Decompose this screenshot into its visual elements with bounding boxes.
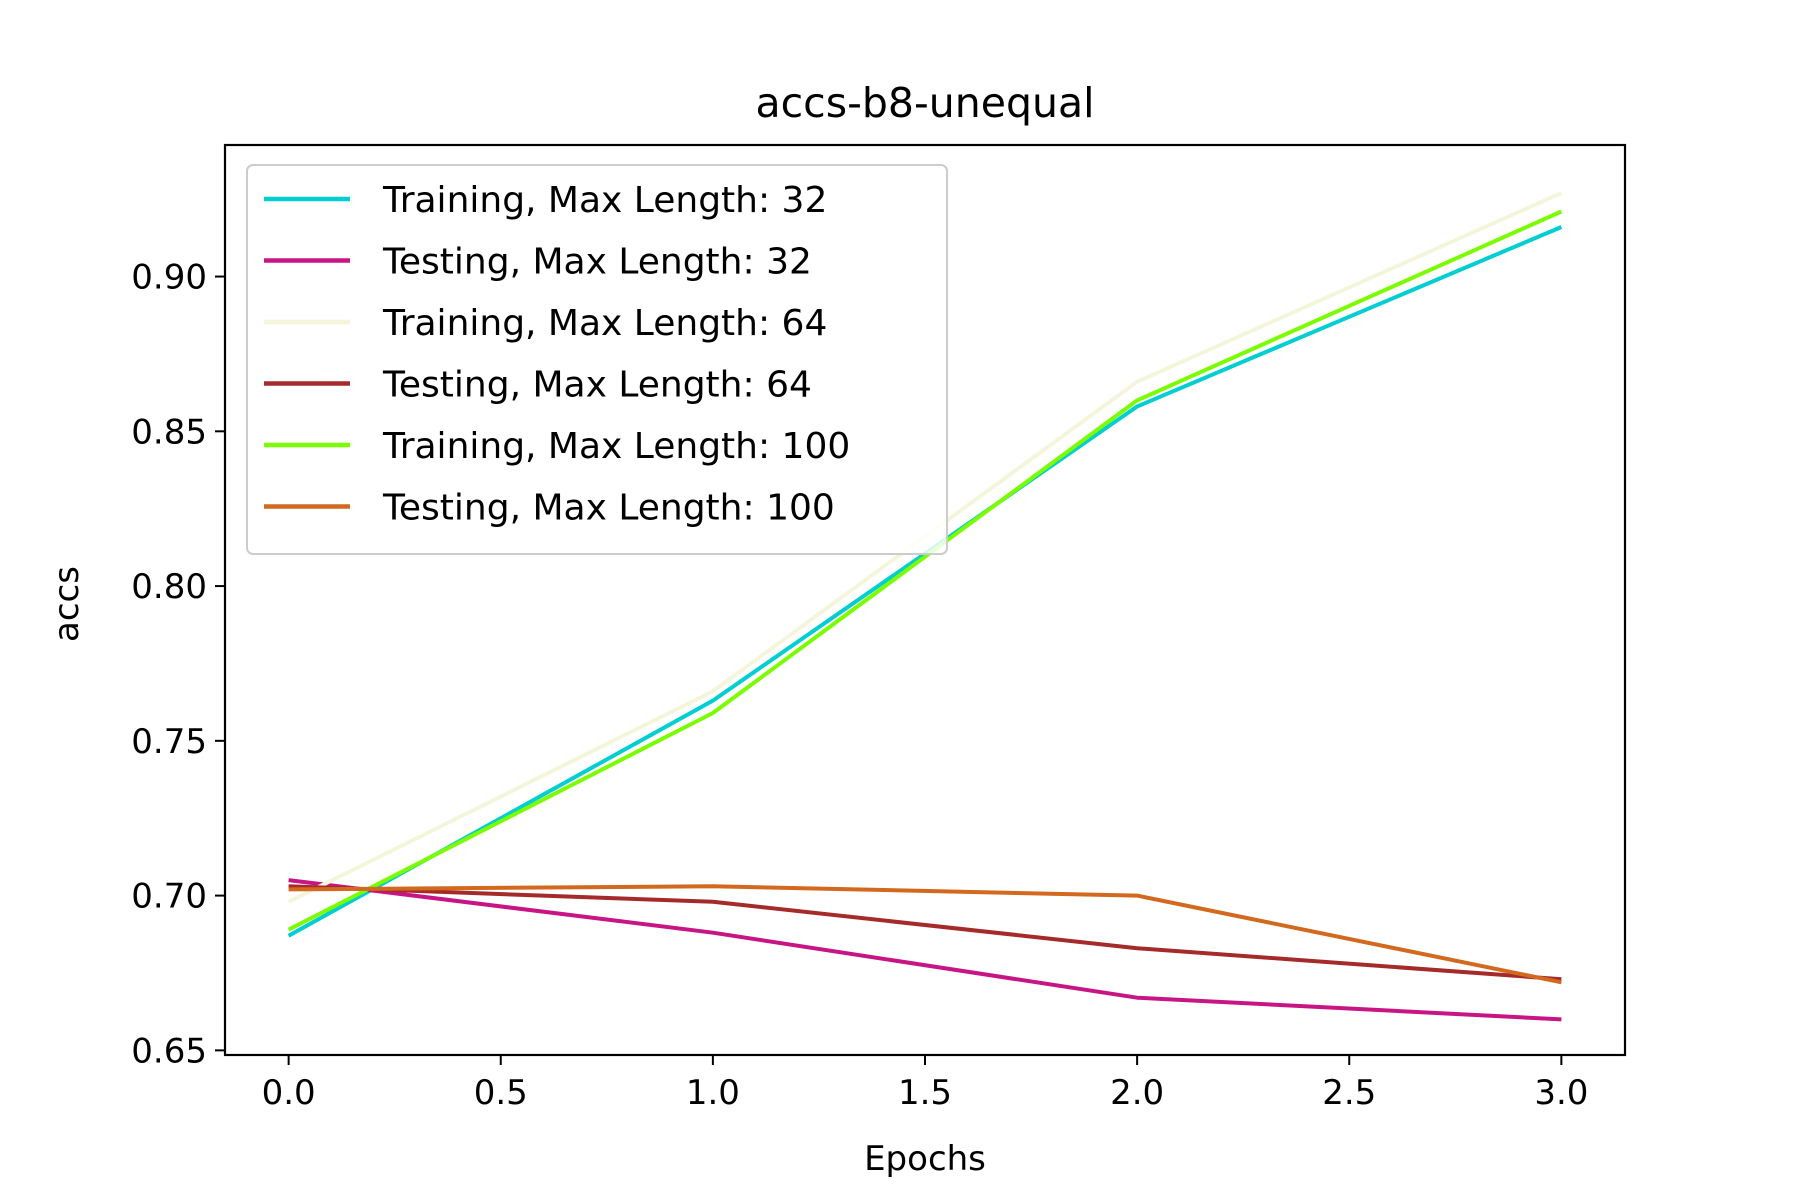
legend-box: [246, 164, 948, 555]
y-axis-label: accs: [47, 566, 87, 642]
x-tick-label: 2.0: [1110, 1073, 1164, 1113]
y-tick-label: 0.90: [131, 258, 207, 298]
series-line-5: [287, 209, 1563, 932]
x-tick-label: 1.0: [686, 1073, 740, 1113]
legend-label-1: Training, Max Length: 32: [382, 180, 827, 221]
chart-title: accs-b8-unequal: [756, 79, 1095, 127]
x-tick-label: 0.0: [262, 1073, 316, 1113]
series-line-4: [288, 884, 1562, 982]
y-tick-label: 0.80: [131, 567, 207, 607]
legend-label-3: Training, Max Length: 64: [382, 303, 827, 344]
axes-layer: 0.0 0.5 1.0 1.5 2.0 2.5 3.0 0.65 0.70 0.75 0.80 0.8…: [131, 143, 1627, 1113]
legend-label-6: Testing, Max Length: 100: [382, 488, 835, 529]
y-tick-label: 0.75: [131, 722, 207, 762]
legend-label-2: Testing, Max Length: 32: [382, 242, 812, 283]
x-tick-label: 0.5: [474, 1073, 528, 1113]
x-axis-label: Epochs: [864, 1139, 986, 1179]
series-line-6: [288, 884, 1562, 985]
legend-label-4: Testing, Max Length: 64: [382, 365, 812, 406]
legend-label-5: Training, Max Length: 100: [382, 426, 850, 467]
y-tick-label: 0.65: [131, 1031, 207, 1071]
y-tick-label: 0.85: [131, 412, 207, 452]
series-line-2: [288, 878, 1562, 1022]
x-tick-label: 1.5: [898, 1073, 952, 1113]
y-tick-label: 0.70: [131, 877, 207, 917]
legend: Training, Max Length: 32 Testing, Max Len…: [246, 164, 948, 555]
x-tick-label: 3.0: [1534, 1073, 1588, 1113]
x-tick-label: 2.5: [1322, 1073, 1376, 1113]
